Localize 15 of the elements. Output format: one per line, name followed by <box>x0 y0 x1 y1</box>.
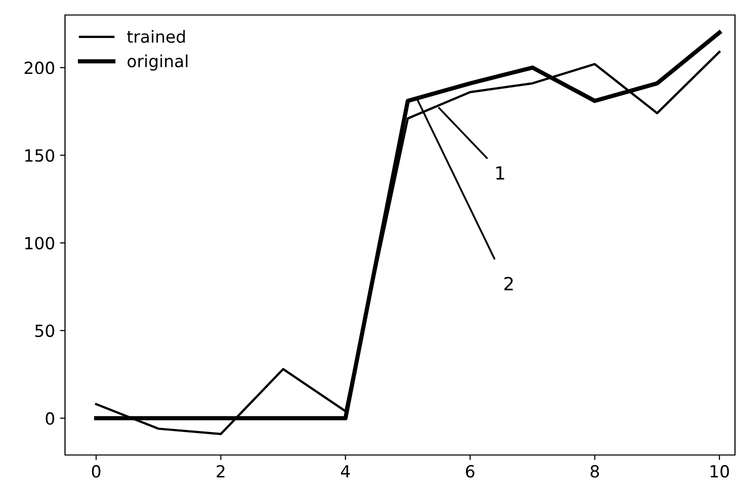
y-tick-label: 50 <box>35 324 54 338</box>
x-tick-label: 0 <box>92 465 100 478</box>
y-tick-label: 0 <box>46 412 54 425</box>
y-tick-label: 200 <box>24 62 54 74</box>
annotation: 2 <box>504 276 513 290</box>
legend-label: trained <box>127 30 185 43</box>
annotation: 1 <box>496 166 504 180</box>
x-tick-label: 4 <box>340 465 350 478</box>
y-tick-label: 100 <box>25 236 54 250</box>
y-tick-label: 150 <box>25 149 54 162</box>
x-tick-label: 2 <box>216 465 224 478</box>
x-tick-label: 8 <box>590 465 599 478</box>
legend-label: original <box>128 54 188 71</box>
x-tick-label: 6 <box>466 465 474 478</box>
x-tick-label: 10 <box>710 465 729 478</box>
